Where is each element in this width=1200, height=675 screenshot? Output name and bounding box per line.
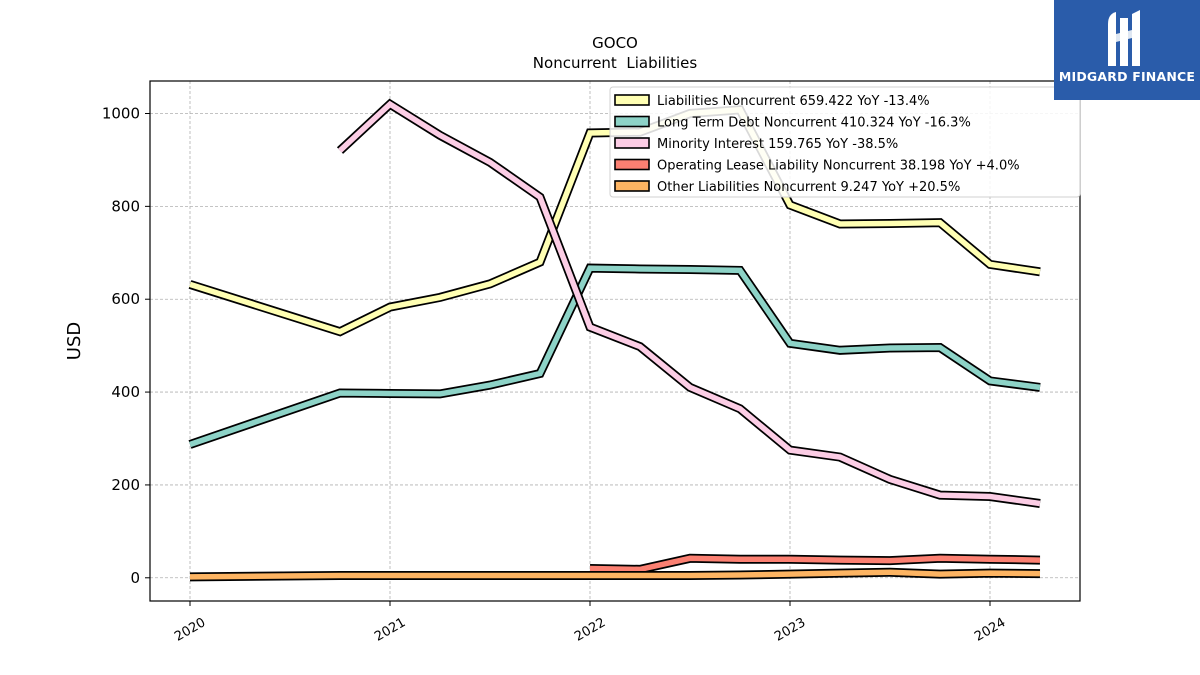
chart-subtitle: Noncurrent Liabilities bbox=[533, 54, 698, 72]
y-tick-label: 800 bbox=[111, 197, 140, 215]
legend: Liabilities Noncurrent 659.422 YoY -13.4… bbox=[609, 86, 1081, 198]
x-tick-label: 2021 bbox=[372, 615, 408, 645]
series-line-core bbox=[338, 100, 1041, 507]
x-tick-label: 2020 bbox=[172, 615, 208, 645]
x-tick-label: 2022 bbox=[572, 615, 608, 645]
plot-frame bbox=[149, 80, 1081, 602]
legend-item: Liabilities Noncurrent 659.422 YoY -13.4… bbox=[614, 94, 930, 109]
legend-swatch bbox=[614, 137, 650, 149]
brand-logo: MIDGARD FINANCE bbox=[1054, 0, 1200, 100]
series-line-outline bbox=[188, 263, 1041, 449]
legend-swatch bbox=[614, 158, 650, 171]
series-line bbox=[188, 263, 1041, 449]
y-axis-label: USD bbox=[64, 322, 85, 360]
y-tick-label: 0 bbox=[130, 569, 140, 587]
series-line bbox=[336, 98, 1041, 508]
legend-label: Minority Interest 159.765 YoY -38.5% bbox=[657, 137, 898, 152]
series-line-core bbox=[189, 265, 1041, 448]
legend-item: Long Term Debt Noncurrent 410.324 YoY -1… bbox=[614, 115, 971, 131]
legend-label: Operating Lease Liability Noncurrent 38.… bbox=[657, 159, 1020, 174]
x-tick-label: 2023 bbox=[772, 615, 808, 645]
legend-label: Other Liabilities Noncurrent 9.247 YoY +… bbox=[657, 180, 960, 195]
legend-swatch bbox=[614, 94, 650, 106]
legend-item: Operating Lease Liability Noncurrent 38.… bbox=[614, 158, 1020, 174]
legend-frame bbox=[609, 86, 1081, 198]
y-tick-label: 1000 bbox=[102, 105, 140, 123]
y-tick-label: 600 bbox=[111, 290, 140, 308]
legend-item: Minority Interest 159.765 YoY -38.5% bbox=[614, 137, 898, 152]
legend-label: Long Term Debt Noncurrent 410.324 YoY -1… bbox=[657, 116, 971, 131]
series-line-core bbox=[189, 569, 1041, 580]
legend-swatch bbox=[614, 180, 650, 192]
y-tick-label: 200 bbox=[111, 476, 140, 494]
chart-title: GOCO bbox=[592, 34, 638, 52]
y-tick-label: 400 bbox=[111, 383, 140, 401]
x-tick-label: 2024 bbox=[972, 615, 1008, 645]
legend-swatch bbox=[614, 115, 650, 128]
series-line-core bbox=[589, 555, 1041, 573]
legend-label: Liabilities Noncurrent 659.422 YoY -13.4… bbox=[657, 94, 930, 109]
brand-name: MIDGARD FINANCE bbox=[1058, 69, 1196, 84]
legend-item: Other Liabilities Noncurrent 9.247 YoY +… bbox=[614, 180, 960, 195]
midgard-logo-icon bbox=[1108, 10, 1140, 66]
series-line bbox=[589, 553, 1041, 574]
series-line bbox=[189, 567, 1041, 582]
